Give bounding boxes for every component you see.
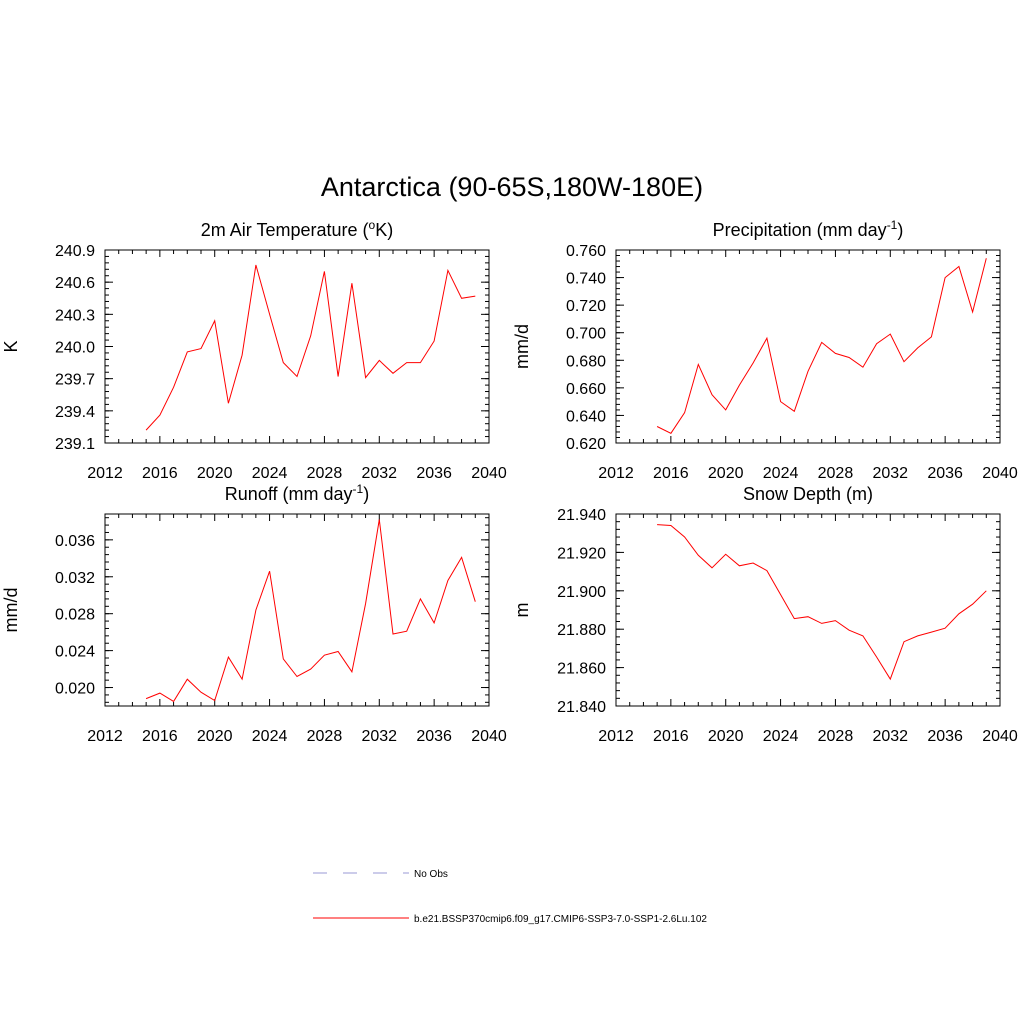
x-tick-label: 2020: [708, 465, 744, 482]
y-tick-label: 0.640: [566, 408, 606, 425]
x-tick-label: 2028: [818, 728, 854, 745]
series-line: [145, 264, 476, 431]
y-tick-label: 0.660: [566, 381, 606, 398]
x-tick-label: 2020: [197, 465, 233, 482]
x-tick-label: 2020: [197, 728, 233, 745]
panel-title: Snow Depth (m): [743, 484, 873, 504]
y-tick-label: 0.680: [566, 353, 606, 370]
series-line: [657, 524, 987, 681]
y-tick-label: 239.4: [55, 404, 95, 421]
x-tick-label: 2036: [416, 465, 452, 482]
x-tick-label: 2024: [763, 465, 799, 482]
x-tick-label: 2012: [87, 728, 123, 745]
x-tick-label: 2032: [361, 728, 397, 745]
y-tick-label: 239.1: [55, 436, 95, 453]
y-tick-label: 239.7: [55, 372, 95, 389]
x-tick-label: 2040: [982, 728, 1018, 745]
plot-frame: [615, 513, 1001, 707]
legend: No Obs b.e21.BSSP370cmip6.f09_g17.CMIP6-S…: [313, 869, 707, 925]
x-tick-label: 2028: [307, 465, 343, 482]
y-tick-label: 21.920: [557, 545, 606, 562]
x-tick-label: 2040: [471, 728, 507, 745]
series-line: [656, 258, 987, 434]
y-tick-label: 240.3: [55, 307, 95, 324]
series-line: [145, 519, 476, 703]
y-axis-label: K: [1, 340, 21, 352]
x-tick-label: 2012: [87, 465, 123, 482]
y-tick-label: 21.900: [557, 584, 606, 601]
x-tick-label: 2032: [361, 465, 397, 482]
x-tick-label: 2016: [653, 465, 689, 482]
y-tick-label: 0.620: [566, 436, 606, 453]
x-tick-label: 2040: [471, 465, 507, 482]
y-axis-label: mm/d: [512, 324, 532, 369]
x-tick-label: 2036: [416, 728, 452, 745]
legend-label-1: No Obs: [414, 869, 448, 880]
chart-panel-4: Snow Depth (m) m 2012 2016 2020 2024 2028 2032 2…: [512, 484, 1018, 745]
y-tick-label: 21.880: [557, 622, 606, 639]
y-tick-label: 0.740: [566, 271, 606, 288]
y-tick-label: 0.024: [55, 644, 95, 661]
y-tick-label: 240.0: [55, 340, 95, 357]
x-tick-label: 2032: [872, 465, 908, 482]
chart-panel-1: 2m Air Temperature (oK) K 2012 2016 2020 2024…: [1, 218, 507, 482]
x-tick-label: 2032: [872, 728, 908, 745]
x-tick-label: 2036: [927, 728, 963, 745]
x-tick-label: 2016: [142, 728, 178, 745]
panel-title: Precipitation (mm day-1): [713, 218, 904, 240]
x-tick-label: 2016: [653, 728, 689, 745]
x-tick-label: 2016: [142, 465, 178, 482]
y-tick-label: 21.860: [557, 661, 606, 678]
y-tick-label: 0.028: [55, 607, 95, 624]
chart-panel-3: Runoff (mm day-1) mm/d 2012 2016 2020 2024 202…: [1, 482, 507, 745]
panel-title: Runoff (mm day-1): [225, 482, 369, 504]
plot-frame: [615, 249, 1001, 444]
y-tick-label: 0.032: [55, 570, 95, 587]
panel-title: 2m Air Temperature (oK): [201, 218, 393, 240]
y-tick-label: 240.6: [55, 275, 95, 292]
y-tick-label: 240.9: [55, 243, 95, 260]
legend-label-2: b.e21.BSSP370cmip6.f09_g17.CMIP6-SSP3-7.…: [414, 914, 707, 925]
main-title: Antarctica (90-65S,180W-180E): [321, 172, 703, 202]
chart-panel-2: Precipitation (mm day-1) mm/d 2012 2016 2020…: [512, 218, 1018, 482]
plot-frame: [104, 249, 490, 444]
y-tick-label: 0.720: [566, 298, 606, 315]
x-tick-label: 2028: [818, 465, 854, 482]
x-tick-label: 2040: [982, 465, 1018, 482]
plot-frame: [104, 513, 490, 707]
x-tick-label: 2020: [708, 728, 744, 745]
x-tick-label: 2012: [598, 465, 634, 482]
x-tick-label: 2024: [252, 465, 288, 482]
x-tick-label: 2036: [927, 465, 963, 482]
x-tick-label: 2024: [252, 728, 288, 745]
y-tick-label: 21.940: [557, 507, 606, 524]
y-tick-label: 0.700: [566, 326, 606, 343]
y-tick-label: 0.760: [566, 243, 606, 260]
y-tick-label: 0.020: [55, 681, 95, 698]
y-tick-label: 21.840: [557, 699, 606, 716]
y-tick-label: 0.036: [55, 533, 95, 550]
y-axis-label: m: [512, 603, 532, 618]
x-tick-label: 2024: [763, 728, 799, 745]
chart-panels: 2m Air Temperature (oK) K 2012 2016 2020 2024…: [1, 218, 1018, 745]
x-tick-label: 2028: [307, 728, 343, 745]
y-axis-label: mm/d: [1, 588, 21, 633]
x-tick-label: 2012: [598, 728, 634, 745]
